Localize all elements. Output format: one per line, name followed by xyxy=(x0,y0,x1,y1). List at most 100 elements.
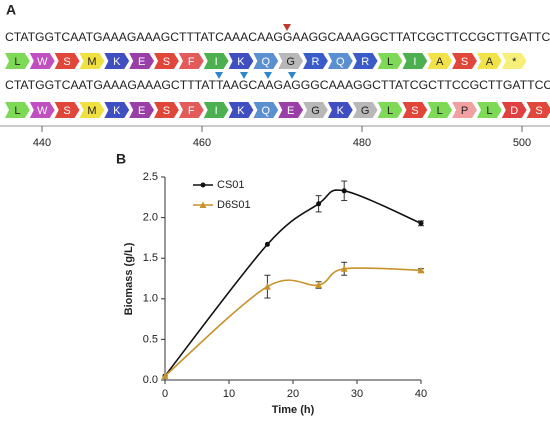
amino-acid: L xyxy=(387,56,393,68)
amino-acid-arrow xyxy=(253,53,279,69)
amino-acid: W xyxy=(37,56,48,68)
amino-acid: E xyxy=(138,56,145,68)
x-tick-label: 0 xyxy=(162,388,168,400)
ruler-label: 480 xyxy=(353,137,371,149)
amino-acid: S xyxy=(163,105,170,117)
data-point xyxy=(316,201,322,207)
amino-acid: D xyxy=(510,105,518,117)
amino-acid: Q xyxy=(336,56,345,68)
amino-acid: F xyxy=(188,56,195,68)
data-point xyxy=(199,201,207,208)
data-point xyxy=(200,182,206,188)
amino-acid-arrow xyxy=(54,53,80,69)
panel-label: A xyxy=(6,2,16,18)
amino-acid: R xyxy=(361,56,369,68)
amino-acid: A xyxy=(436,56,444,68)
amino-acid-arrow xyxy=(54,102,80,118)
amino-acid-arrow xyxy=(452,102,477,118)
amino-acid-arrow xyxy=(327,53,353,69)
amino-acid-arrow xyxy=(79,102,105,118)
amino-acid: S xyxy=(411,105,418,117)
amino-acid-arrow xyxy=(104,102,130,118)
amino-acid: E xyxy=(138,105,145,117)
amino-acid: L xyxy=(14,105,20,117)
y-tick-label: 0.0 xyxy=(143,374,158,386)
amino-acid: Q xyxy=(262,105,271,117)
x-tick-label: 20 xyxy=(287,388,299,400)
amino-acid: P xyxy=(461,105,468,117)
amino-acid-arrow xyxy=(29,53,55,69)
data-point xyxy=(341,188,347,194)
amino-acid-arrow xyxy=(5,53,30,69)
amino-acid-arrow xyxy=(203,53,229,69)
amino-acid: K xyxy=(237,56,245,68)
amino-acid: S xyxy=(461,56,468,68)
amino-acid-arrow xyxy=(228,53,254,69)
amino-acid-arrow xyxy=(327,102,353,118)
dna-sequence: CTATGGTCAATGAAAGAAAGCTTTATTAAGCAAGAGGGCA… xyxy=(5,78,550,92)
amino-acid-arrow xyxy=(501,102,527,118)
amino-acid-arrow xyxy=(303,102,328,118)
amino-acid-arrow xyxy=(526,102,550,118)
amino-acid: S xyxy=(63,105,70,117)
amino-acid: L xyxy=(437,105,443,117)
amino-acid-arrow xyxy=(377,102,403,118)
ruler-label: 440 xyxy=(33,137,51,149)
amino-acid-arrow xyxy=(278,102,304,118)
amino-acid: S xyxy=(163,56,170,68)
amino-acid-arrow xyxy=(476,102,502,118)
amino-acid-arrow xyxy=(402,102,428,118)
amino-acid: K xyxy=(237,105,245,117)
panel-label: B xyxy=(116,151,126,167)
amino-acid-arrow xyxy=(154,53,179,69)
data-point xyxy=(315,281,323,288)
amino-acid: W xyxy=(37,105,48,117)
mutation-marker xyxy=(283,24,291,31)
amino-acid: K xyxy=(113,105,121,117)
amino-acid: R xyxy=(312,56,320,68)
edit-markers xyxy=(215,72,296,79)
amino-acid-arrow xyxy=(203,102,229,118)
series-line xyxy=(164,189,422,377)
amino-acid-arrow xyxy=(178,102,204,118)
amino-acid-arrow xyxy=(79,53,105,69)
amino-acid: L xyxy=(14,56,20,68)
amino-acid-arrow xyxy=(377,53,403,69)
amino-acid-arrow xyxy=(402,53,428,69)
legend-label: D6S01 xyxy=(217,199,251,211)
amino-acid: F xyxy=(188,105,195,117)
y-tick-label: 1.0 xyxy=(143,293,158,305)
data-point xyxy=(418,220,424,226)
amino-acid: G xyxy=(361,105,370,117)
amino-acid-arrow xyxy=(178,53,204,69)
amino-acid: I xyxy=(215,105,218,117)
x-tick-label: 40 xyxy=(415,388,427,400)
data-point xyxy=(340,265,348,272)
amino-acid: E xyxy=(287,105,294,117)
amino-acid: G xyxy=(286,56,295,68)
data-point xyxy=(161,372,169,379)
data-point xyxy=(264,241,270,247)
amino-acid: L xyxy=(486,105,492,117)
amino-acid: K xyxy=(337,105,345,117)
amino-acid: I xyxy=(215,56,218,68)
amino-acid-arrow xyxy=(476,53,502,69)
amino-acid: S xyxy=(63,56,70,68)
x-axis-label: Time (h) xyxy=(272,404,315,416)
amino-acid-arrow xyxy=(154,102,179,118)
amino-acid: K xyxy=(113,56,121,68)
y-tick-label: 2.5 xyxy=(143,171,158,183)
amino-acid-arrow xyxy=(253,102,279,118)
y-axis-label: Biomass (g/L) xyxy=(123,242,135,315)
x-tick-label: 30 xyxy=(351,388,363,400)
x-tick-label: 10 xyxy=(223,388,235,400)
amino-acid-arrow xyxy=(104,53,130,69)
amino-acid-arrow xyxy=(29,102,55,118)
amino-acid-arrow xyxy=(129,53,155,69)
amino-acid-arrow xyxy=(303,53,328,69)
series-line xyxy=(164,267,422,377)
ruler-label: 460 xyxy=(193,137,211,149)
amino-acid-arrow xyxy=(352,102,378,118)
ruler-label: 500 xyxy=(513,137,531,149)
